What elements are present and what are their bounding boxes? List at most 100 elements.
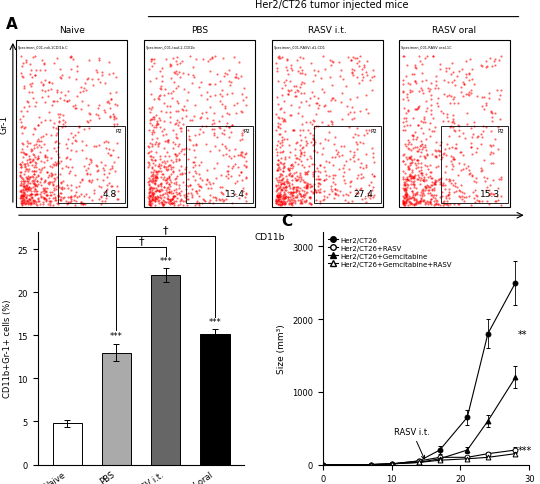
Point bbox=[188, 80, 197, 88]
Point bbox=[145, 149, 153, 156]
Point bbox=[22, 200, 31, 208]
Point bbox=[426, 172, 435, 180]
Point bbox=[418, 186, 427, 194]
Point bbox=[407, 147, 416, 154]
Point bbox=[288, 199, 296, 207]
Point bbox=[215, 197, 224, 205]
Point bbox=[70, 197, 78, 204]
Point bbox=[217, 189, 225, 197]
Point bbox=[414, 146, 423, 153]
Point bbox=[288, 176, 296, 184]
Point bbox=[53, 174, 62, 182]
Point bbox=[488, 142, 497, 150]
Point bbox=[78, 177, 86, 184]
Point bbox=[42, 196, 50, 203]
Point bbox=[170, 201, 179, 209]
Point bbox=[307, 89, 316, 97]
Point bbox=[310, 185, 319, 193]
Point bbox=[410, 196, 419, 204]
Point bbox=[284, 196, 293, 203]
Point bbox=[193, 197, 201, 205]
Point bbox=[159, 201, 168, 209]
Point bbox=[417, 193, 426, 200]
Point bbox=[347, 57, 355, 65]
Point bbox=[463, 121, 471, 129]
Point bbox=[201, 181, 210, 188]
Point bbox=[272, 60, 280, 67]
Point bbox=[193, 189, 201, 197]
Point bbox=[38, 187, 47, 195]
Point bbox=[422, 136, 430, 143]
Point bbox=[300, 179, 308, 187]
Point bbox=[150, 190, 158, 197]
Point bbox=[23, 142, 31, 150]
Point bbox=[401, 194, 410, 202]
Point bbox=[312, 100, 321, 107]
Point bbox=[369, 173, 378, 181]
Point bbox=[24, 89, 33, 97]
Point bbox=[401, 115, 410, 123]
Point bbox=[361, 162, 370, 170]
Point bbox=[318, 151, 326, 158]
Point bbox=[435, 181, 444, 188]
Point bbox=[487, 149, 496, 156]
Point bbox=[92, 162, 100, 169]
Point bbox=[476, 62, 485, 70]
Point bbox=[466, 56, 475, 64]
Point bbox=[415, 53, 423, 61]
Point bbox=[186, 182, 194, 189]
Point bbox=[284, 154, 293, 162]
Point bbox=[314, 68, 322, 76]
Point bbox=[413, 148, 421, 156]
Point bbox=[206, 197, 214, 204]
Point bbox=[450, 201, 458, 209]
Point bbox=[310, 147, 319, 155]
Point bbox=[21, 194, 30, 202]
Point bbox=[478, 123, 487, 131]
Point bbox=[275, 174, 284, 182]
Point bbox=[279, 179, 288, 186]
Point bbox=[111, 168, 119, 176]
Point bbox=[338, 116, 347, 123]
Point bbox=[218, 101, 226, 109]
Point bbox=[53, 192, 62, 200]
Point bbox=[411, 62, 420, 70]
Point bbox=[109, 111, 118, 119]
Point bbox=[23, 178, 32, 185]
Point bbox=[400, 198, 408, 206]
Point bbox=[431, 192, 440, 200]
Point bbox=[409, 178, 418, 185]
Point bbox=[363, 130, 372, 138]
Point bbox=[212, 195, 220, 203]
Point bbox=[156, 192, 165, 200]
Point bbox=[491, 197, 500, 205]
Point bbox=[163, 90, 172, 98]
Point bbox=[192, 169, 200, 177]
Point bbox=[154, 194, 163, 202]
Point bbox=[157, 195, 166, 203]
Point bbox=[279, 180, 288, 187]
Point bbox=[26, 155, 35, 163]
Point bbox=[169, 195, 178, 203]
Point bbox=[350, 157, 359, 165]
Point bbox=[443, 118, 452, 126]
Text: ***: *** bbox=[518, 445, 532, 455]
Point bbox=[22, 195, 31, 202]
Point bbox=[420, 197, 429, 204]
Point bbox=[181, 107, 190, 115]
Point bbox=[171, 189, 180, 197]
Point bbox=[427, 192, 436, 199]
Point bbox=[414, 200, 423, 208]
Point bbox=[272, 198, 280, 206]
Point bbox=[399, 201, 408, 209]
Point bbox=[33, 154, 42, 162]
Point bbox=[165, 196, 174, 204]
Point bbox=[26, 197, 35, 205]
Point bbox=[30, 176, 39, 184]
Point bbox=[278, 199, 286, 207]
Point bbox=[279, 191, 288, 198]
Point bbox=[312, 188, 320, 196]
Point bbox=[311, 187, 320, 195]
Point bbox=[461, 74, 470, 82]
Point bbox=[70, 192, 79, 199]
